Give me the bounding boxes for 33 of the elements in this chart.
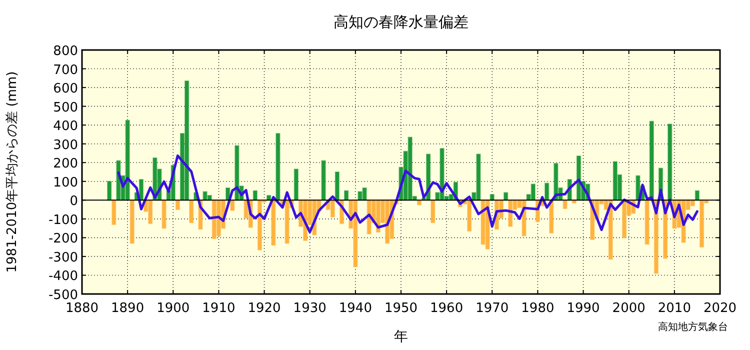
x-tick-label: 1940 [338,301,372,316]
y-tick-label: -300 [48,250,78,266]
y-tick-label: 700 [53,62,78,78]
x-tick-label: 1910 [202,301,236,316]
x-tick-label: 1900 [156,301,190,316]
x-tick-label: 1990 [566,301,600,316]
y-tick-label: 800 [53,44,78,59]
y-tick-label: 300 [53,138,78,153]
x-tick-label: 1920 [248,301,281,316]
x-axis-title: 年 [394,329,408,345]
x-tick-label: 2020 [703,301,737,316]
x-tick-label: 1950 [384,301,418,316]
y-tick-label: 500 [53,100,78,116]
y-tick-label: 100 [53,175,78,190]
x-tick-label: 1880 [65,301,99,316]
x-tick-label: 1970 [476,301,509,316]
y-axis-title: 1981-2010年平均からの差 (mm) [5,71,20,273]
x-tick-label: 1980 [521,301,554,316]
chart-title: 高知の春降水量偏差 [334,13,468,31]
x-tick-label: 1890 [111,301,144,316]
y-tick-label: -100 [48,212,78,228]
x-tick-label: 2010 [658,301,691,316]
y-tick-label: -200 [48,232,78,247]
y-tick-label: -400 [48,269,78,284]
x-tick-label: 1930 [293,301,326,316]
x-tick-label: 2000 [612,301,646,316]
y-tick-label: 600 [53,82,78,97]
x-tick-label: 1960 [430,301,464,316]
y-tick-label: 200 [53,156,78,172]
y-tick-label: -500 [48,288,78,303]
text: 高知地方気象台 [658,321,728,333]
y-tick-label: 0 [70,194,78,210]
y-tick-label: 400 [53,119,78,134]
